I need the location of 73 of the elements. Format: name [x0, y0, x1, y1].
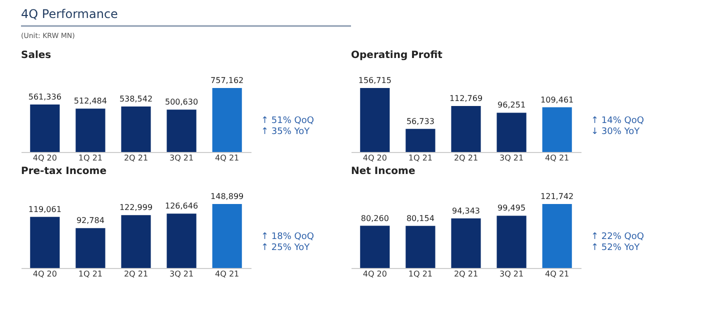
bar	[542, 204, 572, 268]
x-tick-label: 4Q 20	[32, 270, 57, 278]
x-tick-label: 1Q 21	[78, 154, 103, 162]
text: ↑ 22% QoQ	[591, 232, 644, 242]
bar	[360, 88, 390, 152]
x-tick-label: 2Q 21	[124, 154, 148, 162]
chart-title: Net Income	[351, 166, 416, 177]
data-label: 121,742	[540, 192, 574, 201]
x-tick-label: 3Q 21	[169, 154, 194, 162]
text: ↓ 30% YoY	[591, 127, 640, 137]
data-label: 500,630	[165, 98, 198, 107]
data-label: 109,461	[540, 95, 574, 104]
bar	[360, 226, 390, 268]
bar	[166, 214, 196, 268]
text: ↑ 51% QoQ	[261, 116, 314, 126]
data-label: 561,336	[28, 92, 62, 102]
text: ↑ 52% YoY	[591, 243, 640, 253]
x-tick-label: 4Q 20	[32, 154, 57, 162]
text: ↑ 18% QoQ	[261, 232, 314, 242]
x-tick-label: 2Q 21	[124, 270, 148, 278]
x-tick-label: 4Q 21	[545, 270, 570, 278]
x-tick-label: 3Q 21	[169, 270, 194, 278]
bar	[496, 112, 526, 152]
data-label: 148,899	[210, 192, 244, 201]
bar	[451, 106, 481, 152]
data-label: 119,061	[28, 204, 62, 214]
chart-title: Pre-tax Income	[21, 166, 107, 177]
bar	[30, 216, 60, 268]
x-tick-label: 1Q 21	[408, 270, 433, 278]
bar	[76, 228, 106, 268]
text: ↑ 35% YoY	[261, 127, 310, 137]
data-label: 112,769	[449, 94, 483, 103]
bar	[212, 88, 242, 152]
data-label: 757,162	[210, 76, 244, 85]
x-tick-label: 1Q 21	[78, 270, 103, 278]
text: ↑ 14% QoQ	[591, 116, 644, 126]
bar	[451, 218, 481, 268]
x-tick-label: 3Q 21	[499, 270, 524, 278]
bar	[76, 108, 106, 152]
bar	[212, 204, 242, 268]
x-tick-label: 2Q 21	[454, 270, 478, 278]
bar	[30, 104, 60, 152]
x-tick-label: 1Q 21	[408, 154, 433, 162]
chart-title: Operating Profit	[351, 50, 443, 61]
x-tick-label: 4Q 21	[215, 154, 240, 162]
bar	[121, 215, 151, 268]
bar	[406, 226, 436, 268]
data-label: 126,646	[165, 202, 198, 211]
data-label: 80,260	[360, 214, 389, 223]
data-label: 99,495	[498, 204, 526, 213]
x-tick-label: 4Q 21	[545, 154, 570, 162]
data-label: 94,343	[452, 206, 480, 216]
bar	[496, 216, 526, 268]
x-tick-label: 4Q 21	[215, 270, 240, 278]
data-label: 96,251	[498, 100, 526, 110]
data-label: 92,784	[76, 216, 104, 226]
data-label: 80,154	[406, 214, 434, 223]
x-tick-label: 4Q 20	[362, 270, 387, 278]
x-tick-label: 2Q 21	[454, 154, 478, 162]
data-label: 538,542	[119, 94, 153, 104]
text: ↑ 25% YoY	[261, 243, 310, 253]
data-label: 56,733	[406, 116, 434, 126]
x-tick-label: 4Q 20	[362, 154, 387, 162]
bar	[121, 106, 151, 152]
text: 4Q Performance	[21, 7, 118, 21]
chart-title: Sales	[21, 50, 52, 61]
x-tick-label: 3Q 21	[499, 154, 524, 162]
bar	[406, 128, 436, 152]
data-label: 122,999	[119, 203, 153, 212]
data-label: 512,484	[74, 96, 107, 106]
data-label: 156,715	[358, 76, 392, 85]
bar	[542, 107, 572, 152]
bar	[166, 110, 196, 152]
